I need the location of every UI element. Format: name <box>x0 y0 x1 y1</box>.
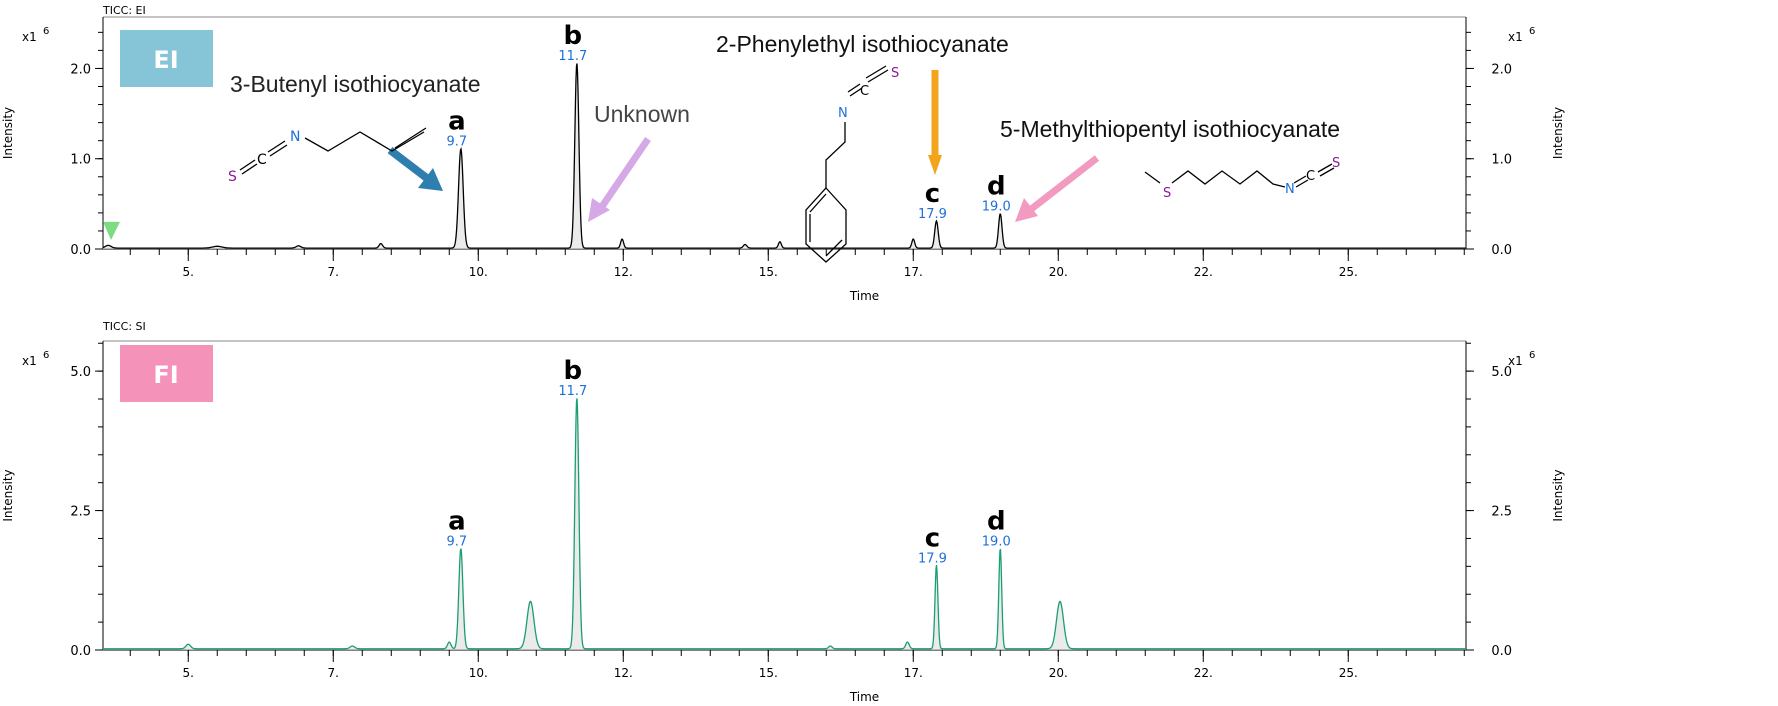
phenylethyl-label: 2-Phenylethyl isothiocyanate <box>716 31 1009 57</box>
y-multiplier: x1 <box>1508 30 1523 44</box>
y-multiplier: x1 <box>22 30 37 44</box>
y-tick-label-right: 5.0 <box>1491 365 1512 380</box>
trace-fill <box>103 398 1466 650</box>
peak-retention-time: 17.9 <box>918 551 947 566</box>
panel-title: TICC: EI <box>102 4 146 17</box>
atom-c: C <box>257 152 267 168</box>
x-tick-label: 7. <box>328 265 339 279</box>
y-tick-label-right: 2.5 <box>1491 505 1512 520</box>
y-tick-label-right: 0.0 <box>1491 243 1512 258</box>
y-tick-label: 0.0 <box>70 644 91 659</box>
x-axis-label: Time <box>849 289 879 303</box>
x-tick-label: 22. <box>1194 666 1213 680</box>
y-axis-label-left: Intensity <box>1 469 15 521</box>
methylthiopentyl-arrow <box>1015 155 1100 222</box>
atom-c: C <box>1306 169 1315 184</box>
peak-letter: c <box>925 179 940 209</box>
x-tick-label: 12. <box>614 265 633 279</box>
y-tick-label: 5.0 <box>70 365 91 380</box>
methylthiopentyl-label: 5-Methylthiopentyl isothiocyanate <box>1000 116 1340 142</box>
peak-letter: b <box>564 356 583 386</box>
x-tick-label: 10. <box>469 666 488 680</box>
x-tick-label: 15. <box>759 265 778 279</box>
ionization-badge <box>120 345 213 402</box>
peak-retention-time: 11.7 <box>558 384 587 399</box>
atom-s: S <box>891 66 899 81</box>
peak-retention-time: 11.7 <box>558 49 587 64</box>
peak-retention-time: 19.0 <box>982 200 1011 215</box>
atom-n: N <box>1285 182 1295 197</box>
x-tick-label: 5. <box>183 265 194 279</box>
peak-retention-time: 17.9 <box>918 207 947 222</box>
y-axis-label-right: Intensity <box>1551 107 1565 159</box>
x-tick-label: 7. <box>328 666 339 680</box>
x-tick-label: 10. <box>469 265 488 279</box>
chromatogram-trace <box>103 398 1466 650</box>
x-tick-label: 25. <box>1339 666 1358 680</box>
y-exponent: 6 <box>1529 350 1535 361</box>
x-tick-label: 20. <box>1049 265 1068 279</box>
y-multiplier: x1 <box>1508 354 1523 368</box>
ionization-badge <box>120 30 213 87</box>
unknown-arrow <box>588 137 651 222</box>
atom-s: S <box>228 169 237 185</box>
peak-retention-time: 19.0 <box>982 535 1011 550</box>
peak-letter: a <box>448 107 466 137</box>
peak-letter: b <box>564 21 583 51</box>
panel-title: TICC: SI <box>102 320 146 333</box>
butenyl-label: 3-Butenyl isothiocyanate <box>230 71 481 97</box>
y-tick-label-right: 2.0 <box>1491 62 1512 77</box>
atom-c: C <box>860 84 869 99</box>
ionization-badge-label: EI <box>153 46 178 74</box>
unknown-label: Unknown <box>594 101 690 127</box>
fi-panel: TICC: SI FI x1 6 x1 6 Intensity Intensity Time 0.… <box>1 320 1565 704</box>
ionization-badge-label: FI <box>153 361 178 389</box>
peak-letter: d <box>987 172 1006 202</box>
x-tick-label: 25. <box>1339 265 1358 279</box>
x-tick-label: 17. <box>904 666 923 680</box>
phenylethyl-structure <box>805 65 889 263</box>
butenyl-arrow <box>387 146 443 191</box>
y-axis-label-right: Intensity <box>1551 469 1565 521</box>
methylthiopentyl-structure <box>1144 163 1335 188</box>
ei-panel: TICC: EI EI x1 6 x1 6 Intensity Intensity Time 0.… <box>1 4 1565 303</box>
butenyl-structure <box>239 127 427 175</box>
peak-retention-time: 9.7 <box>447 135 468 150</box>
y-exponent: 6 <box>1529 26 1535 37</box>
phenylethyl-arrow <box>928 70 942 175</box>
y-tick-label: 2.5 <box>70 505 91 520</box>
y-tick-label: 1.0 <box>70 153 91 168</box>
ei-annotations: 3-Butenyl isothiocyanate Unknown 2-Pheny… <box>228 31 1340 263</box>
chromatogram-trace <box>102 63 1466 249</box>
peak-letter: c <box>925 523 940 553</box>
y-tick-label: 0.0 <box>70 243 91 258</box>
y-axis-label-left: Intensity <box>1 107 15 159</box>
y-tick-label: 2.0 <box>70 62 91 77</box>
x-tick-label: 17. <box>904 265 923 279</box>
x-tick-label: 15. <box>759 666 778 680</box>
y-tick-label-right: 1.0 <box>1491 153 1512 168</box>
x-tick-label: 12. <box>614 666 633 680</box>
y-tick-label-right: 0.0 <box>1491 644 1512 659</box>
atom-n: N <box>838 106 848 121</box>
peak-letter: d <box>987 507 1006 537</box>
start-marker-icon <box>103 221 120 240</box>
x-axis-label: Time <box>849 690 879 704</box>
x-tick-label: 20. <box>1049 666 1068 680</box>
peak-retention-time: 9.7 <box>447 535 468 550</box>
peak-letter: a <box>448 507 466 537</box>
atom-s: S <box>1163 186 1171 201</box>
atom-n: N <box>290 129 300 145</box>
x-tick-label: 5. <box>183 666 194 680</box>
x-tick-label: 22. <box>1194 265 1213 279</box>
y-multiplier: x1 <box>22 354 37 368</box>
atom-s: S <box>1332 156 1340 171</box>
y-exponent: 6 <box>43 350 49 361</box>
y-exponent: 6 <box>43 26 49 37</box>
